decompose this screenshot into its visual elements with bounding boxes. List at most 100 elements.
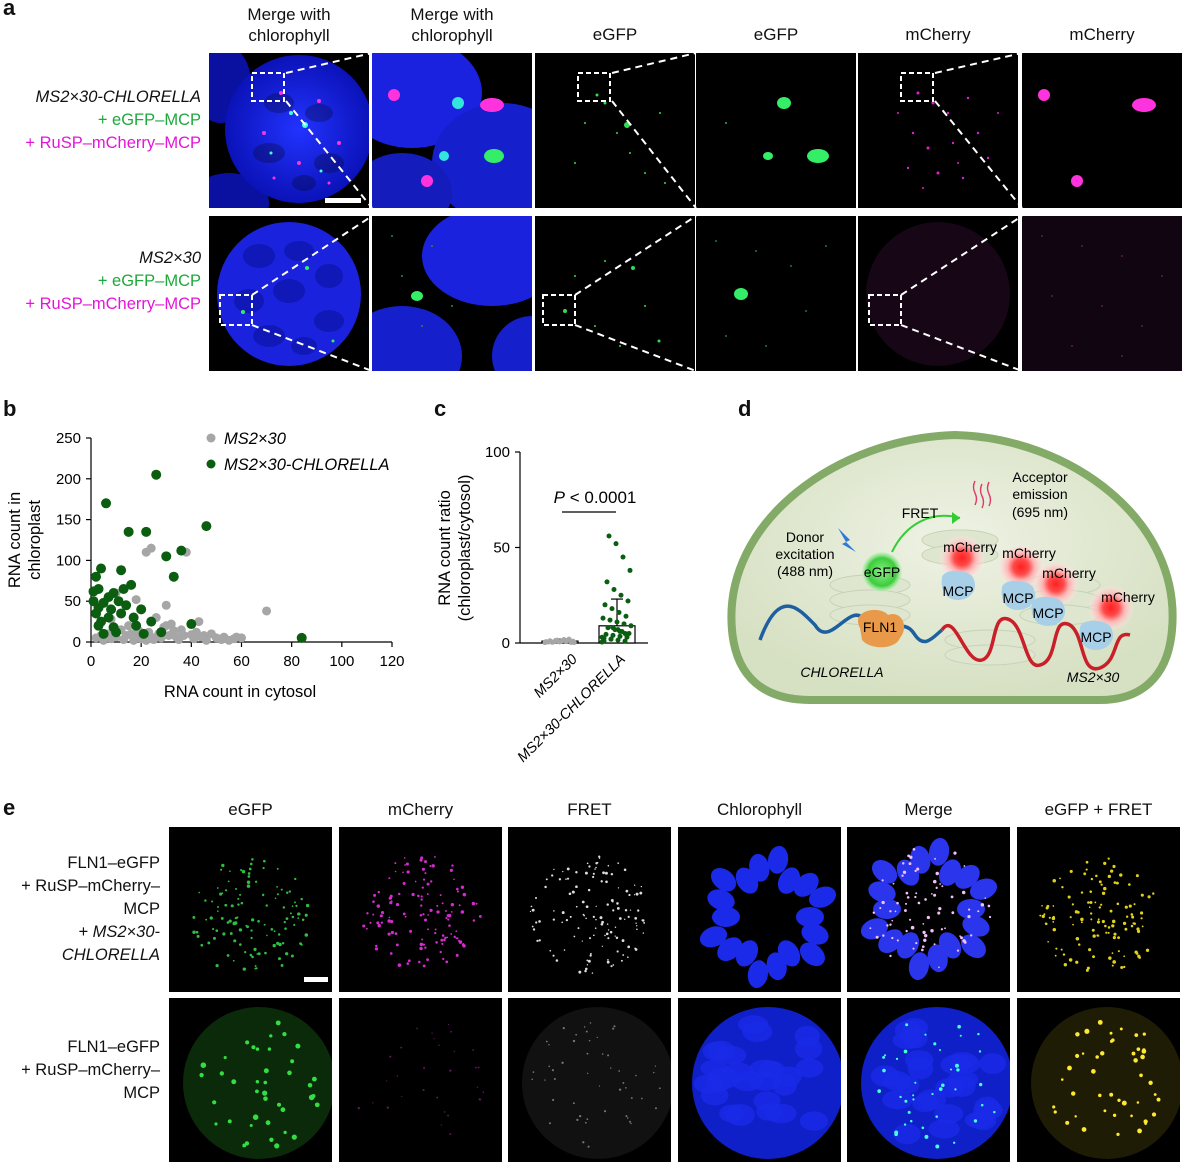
merge-speckle <box>967 914 971 919</box>
label-mcp-2: MCP <box>1002 590 1033 606</box>
egfp-fret-speckle <box>1047 940 1049 943</box>
point-ms2-chlorella <box>201 521 212 532</box>
mcherry-speckle <box>395 943 399 947</box>
fret-speckle <box>592 915 595 919</box>
fret-arrowhead-icon <box>952 512 960 524</box>
panel-b-xtick-label: 40 <box>183 653 200 670</box>
mcp-proteins <box>941 570 1114 650</box>
fret-speckle <box>584 969 587 973</box>
egfp-fret-speckle <box>1089 912 1093 915</box>
label-acceptor-2: emission <box>1012 486 1067 502</box>
chloroplast-blob <box>710 867 737 892</box>
merge-speckle <box>984 897 987 899</box>
mcherry-speckle <box>421 886 424 889</box>
egfp-spot <box>276 1102 282 1107</box>
egfp-speckle <box>257 919 260 923</box>
egfp-fret-speckle <box>1105 931 1108 934</box>
mcherry-speckle <box>418 961 420 964</box>
mcherry-speckle <box>420 856 424 860</box>
point-ms2 <box>124 621 134 631</box>
mcherry-speckle <box>395 902 400 907</box>
merge-speckle <box>879 907 882 910</box>
egfp-speckle <box>220 868 223 871</box>
egfp-fret-spot <box>1121 1100 1127 1106</box>
label-ms2: MS2×30 <box>1067 669 1120 685</box>
merge-spot <box>924 1033 927 1036</box>
merge-speckle <box>933 943 936 946</box>
mcherry-speckle <box>426 882 430 886</box>
egfp-spot <box>280 1107 286 1113</box>
mcherry-speckle <box>443 1111 446 1113</box>
egfp-speckle <box>274 897 277 900</box>
egfp-speckle <box>211 900 214 903</box>
fret-speckle <box>568 892 572 896</box>
mcherry-speckle <box>380 911 385 915</box>
panel-e-r2-merge <box>847 998 1010 1162</box>
panel-c-point-ms2-chlorella <box>617 633 623 639</box>
fret-speckle <box>629 909 632 911</box>
mcherry-speckle <box>450 933 453 935</box>
fret-speckle <box>583 1026 586 1028</box>
fret-speckle <box>636 925 638 927</box>
egfp-spot <box>231 1079 237 1085</box>
fret-speckle <box>563 949 566 951</box>
chloroplast-blob <box>928 837 950 866</box>
mcherry-speckle <box>450 1030 452 1033</box>
mcherry-speckle <box>402 881 406 885</box>
egfp-fret-speckle <box>1052 905 1055 907</box>
mcherry-speckle <box>357 1107 361 1110</box>
egfp-speckle <box>247 875 251 878</box>
fret-speckle <box>612 1027 615 1030</box>
panel-b-xtick-label: 20 <box>133 653 150 670</box>
panel-c-point-ms2-chlorella <box>616 609 622 615</box>
egfp-fret-speckle <box>1095 874 1098 878</box>
chloroplast-blob <box>747 960 769 989</box>
label-mcp-3: MCP <box>1032 605 1063 621</box>
mcherry-speckle <box>421 938 424 941</box>
mcherry-speckle <box>444 936 447 940</box>
egfp-speckle <box>221 863 225 868</box>
e-row1-line4: + MS2×30- <box>78 923 160 941</box>
mcherry-speckle <box>446 936 449 939</box>
egfp-fret-speckle <box>1092 955 1096 959</box>
mcherry-speckle <box>387 919 391 923</box>
panel-a-header-3: eGFP <box>592 25 638 44</box>
mcherry-group <box>940 536 1133 630</box>
chloroplast-blob <box>765 1103 797 1124</box>
egfp-fret-speckle <box>1112 960 1116 964</box>
egfp-fret-speckle <box>1113 932 1117 936</box>
egfp-fret-spot <box>1071 1091 1076 1096</box>
panel-c-cat-1: MS2×30 <box>531 652 581 702</box>
egfp-speckle <box>232 959 235 962</box>
chloroplast-blob <box>979 1053 1006 1075</box>
panel-b-ytick-label: 200 <box>56 471 81 488</box>
egfp-fret-spot <box>1156 1097 1161 1102</box>
fret-speckle <box>630 1097 633 1099</box>
e-row1-line1: FLN1–eGFP <box>67 854 160 872</box>
merge-speckle <box>935 886 938 889</box>
point-ms2-chlorella <box>118 583 129 594</box>
panel-b-ytick-label: 50 <box>64 593 81 610</box>
chloroplast-blob <box>707 889 735 911</box>
merge-spot <box>954 1088 957 1091</box>
egfp-speckle <box>209 916 213 920</box>
fret-speckle <box>603 1110 607 1113</box>
chloroplast-blob <box>699 926 728 948</box>
egfp-speckle <box>217 905 219 908</box>
egfp-speckle <box>254 965 257 967</box>
egfp-speckle <box>282 906 286 909</box>
mcherry-speckle <box>424 872 427 875</box>
egfp-spot <box>287 1070 292 1076</box>
egfp-speckle <box>224 889 228 892</box>
fret-speckle <box>640 885 643 888</box>
panel-c-point-ms2 <box>543 639 549 645</box>
egfp-speckle <box>290 954 294 958</box>
mcherry-speckle <box>388 916 391 919</box>
mcherry-speckle <box>402 871 404 874</box>
fret-speckle <box>595 918 597 921</box>
egfp-fret-speckle <box>1045 922 1048 926</box>
mcherry-speckle <box>471 901 476 906</box>
fret-speckle <box>618 917 622 920</box>
label-mcherry-4: mCherry <box>1101 589 1155 605</box>
label-mcherry-3: mCherry <box>1042 565 1096 581</box>
